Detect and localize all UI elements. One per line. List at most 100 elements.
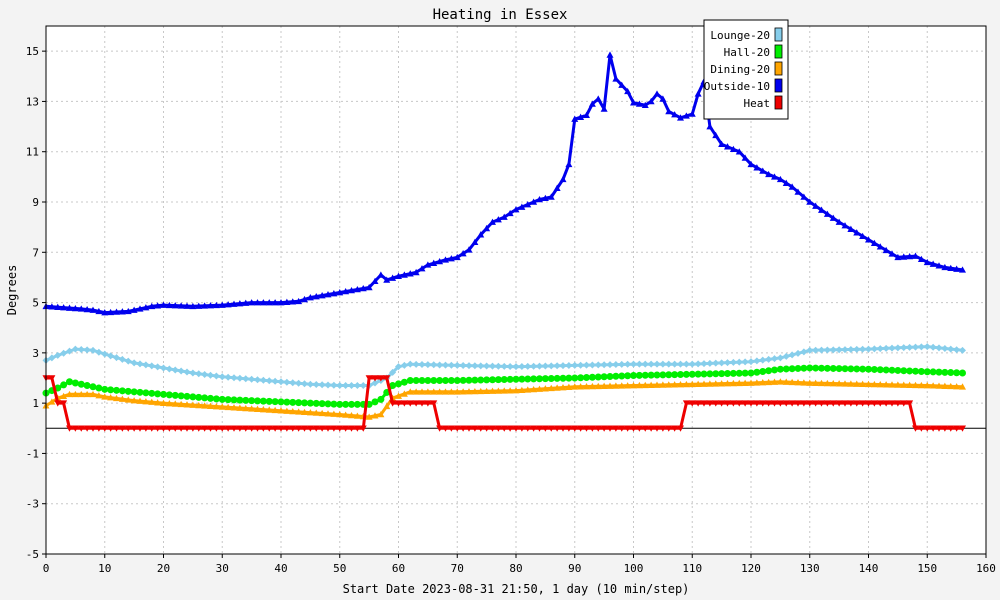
data-point (301, 295, 308, 303)
data-point (800, 193, 808, 200)
data-point (406, 400, 414, 407)
data-point (841, 365, 849, 373)
data-point (101, 425, 109, 432)
data-point (888, 366, 896, 374)
data-point (753, 379, 761, 386)
data-point (101, 309, 109, 316)
data-point (377, 271, 385, 278)
x-tick-label: 140 (859, 562, 879, 575)
data-point (477, 231, 485, 238)
x-axis-label: Start Date 2023-08-31 21:50, 1 day (10 m… (343, 582, 690, 596)
data-point (301, 399, 308, 407)
data-point (348, 287, 355, 294)
data-point (782, 378, 790, 385)
data-point (917, 425, 925, 432)
data-point (588, 425, 596, 432)
data-point (859, 380, 867, 387)
data-point (829, 214, 837, 221)
data-point (630, 371, 637, 379)
data-point (583, 383, 590, 390)
data-point (195, 393, 203, 401)
data-point (847, 365, 855, 373)
data-point (89, 383, 97, 391)
data-point (724, 143, 731, 150)
data-point (953, 265, 961, 272)
data-point (647, 425, 655, 432)
data-point (806, 364, 814, 372)
x-tick-label: 20 (157, 562, 170, 575)
data-point (312, 381, 320, 389)
data-point (442, 377, 449, 385)
data-point (60, 392, 68, 400)
data-point (66, 378, 73, 386)
data-point (818, 346, 825, 354)
data-point (447, 377, 455, 385)
series-heat (42, 375, 966, 432)
data-point (48, 375, 56, 382)
data-point (271, 299, 279, 306)
data-point (682, 370, 690, 378)
data-point (694, 380, 702, 387)
y-tick-label: 11 (26, 146, 39, 159)
data-point (136, 397, 144, 404)
data-point (124, 396, 132, 403)
legend-swatch (774, 95, 783, 110)
data-point (436, 425, 444, 432)
data-point (588, 361, 596, 369)
data-point (183, 401, 191, 408)
x-tick-label: 160 (976, 562, 996, 575)
data-point (512, 375, 520, 383)
data-point (788, 351, 796, 359)
data-point (259, 397, 267, 405)
data-point (547, 384, 555, 392)
data-point (577, 374, 585, 382)
data-point (618, 382, 626, 389)
data-point (489, 387, 496, 394)
data-point (718, 380, 726, 387)
data-point (865, 380, 872, 388)
data-point (606, 361, 614, 369)
data-point (489, 376, 496, 384)
data-point (888, 381, 896, 388)
x-tick-label: 100 (624, 562, 644, 575)
data-point (183, 302, 191, 309)
data-point (142, 389, 150, 397)
data-point (453, 361, 461, 369)
data-point (324, 410, 332, 417)
data-point (348, 411, 355, 419)
data-point (48, 354, 56, 362)
data-point (177, 400, 185, 408)
data-point (154, 302, 162, 309)
data-point (189, 393, 197, 401)
data-point (888, 250, 896, 257)
data-point (747, 160, 755, 168)
data-point (477, 387, 485, 395)
data-point (277, 378, 285, 386)
data-point (71, 304, 79, 312)
data-point (894, 344, 902, 352)
data-point (735, 369, 743, 377)
data-point (195, 370, 203, 378)
data-point (224, 403, 232, 411)
data-point (888, 400, 896, 407)
data-point (541, 375, 549, 383)
data-point (195, 425, 203, 432)
data-point (635, 100, 643, 107)
data-point (577, 425, 585, 432)
data-point (671, 425, 679, 432)
data-point (283, 425, 291, 432)
data-point (747, 400, 755, 407)
data-point (494, 216, 502, 223)
data-point (248, 425, 256, 432)
data-point (506, 363, 514, 371)
data-point (271, 406, 279, 414)
data-point (359, 382, 367, 390)
data-point (66, 425, 73, 432)
data-point (688, 370, 696, 378)
data-point (735, 148, 743, 155)
data-point (83, 346, 91, 354)
data-point (953, 425, 961, 432)
data-point (142, 425, 150, 432)
data-point (107, 352, 115, 360)
